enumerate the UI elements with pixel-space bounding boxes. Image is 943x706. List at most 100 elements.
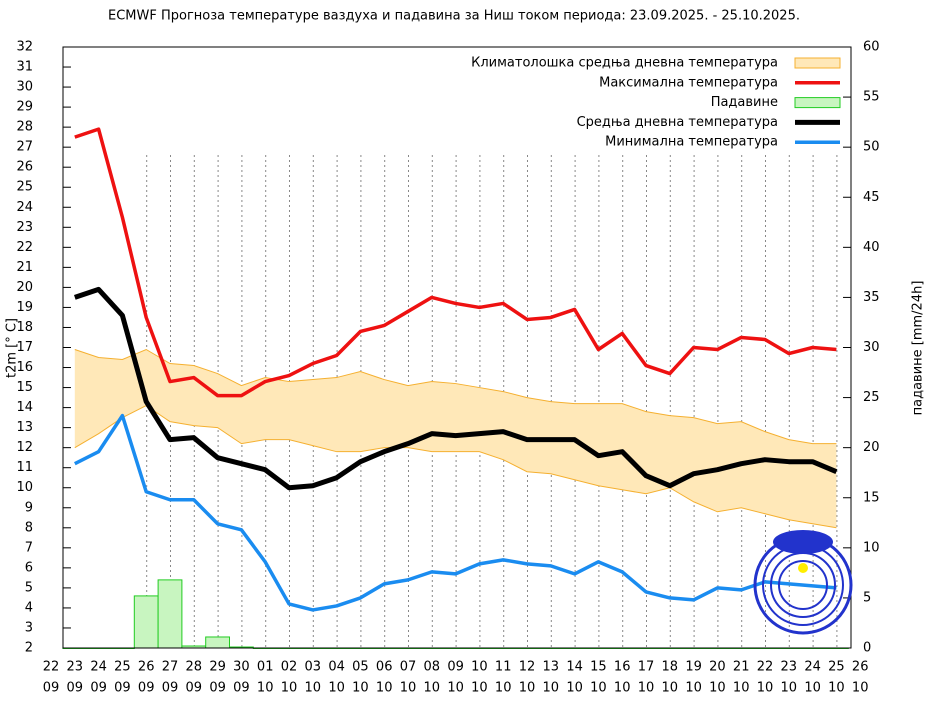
y2-tick-label: 30 xyxy=(863,340,880,355)
x-tick-label: 10 xyxy=(495,681,512,696)
temperature-line xyxy=(74,413,837,612)
logo xyxy=(753,530,853,635)
x-tick-label: 09 xyxy=(114,681,131,696)
x-tick-label: 20 xyxy=(709,660,726,675)
x-tick-label: 21 xyxy=(733,660,750,675)
x-tick-label: 10 xyxy=(376,681,393,696)
legend-label: Падавине xyxy=(711,95,778,110)
y-tick-label: 14 xyxy=(16,400,33,415)
y-tick-label: 15 xyxy=(16,380,33,395)
legend-label: Климатолошка средња дневна температура xyxy=(471,56,778,71)
y-tick-label: 29 xyxy=(16,100,33,115)
x-tick-label: 09 xyxy=(138,681,155,696)
x-tick-label: 19 xyxy=(685,660,702,675)
x-tick-label: 10 xyxy=(281,681,298,696)
x-tick-label: 09 xyxy=(186,681,203,696)
x-tick-label: 09 xyxy=(209,681,226,696)
y-tick-label: 10 xyxy=(16,480,33,495)
x-tick-label: 08 xyxy=(424,660,441,675)
y-tick-label: 25 xyxy=(16,180,33,195)
y-tick-label: 9 xyxy=(25,500,33,515)
x-tick-label: 17 xyxy=(638,660,655,675)
x-tick-label: 10 xyxy=(781,681,798,696)
precipitation-bar xyxy=(205,636,230,649)
x-tick-label: 10 xyxy=(257,681,274,696)
x-tick-label: 10 xyxy=(590,681,607,696)
x-tick-label: 09 xyxy=(43,681,60,696)
x-tick-label: 15 xyxy=(590,660,607,675)
y-tick-label: 5 xyxy=(25,580,33,595)
y-tick-label: 28 xyxy=(16,120,33,135)
x-tick-label: 10 xyxy=(471,660,488,675)
y-tick-label: 2 xyxy=(25,641,33,656)
climate-band-upper xyxy=(74,348,837,445)
plot-area xyxy=(62,46,852,649)
x-tick-label: 05 xyxy=(352,660,369,675)
y2-tick-label: 40 xyxy=(863,240,880,255)
precipitation-bar xyxy=(133,595,159,649)
x-tick-label: 23 xyxy=(781,660,798,675)
y-tick-label: 7 xyxy=(25,540,33,555)
y-axis-label: t2m [° C] xyxy=(5,318,20,378)
y-tick-label: 4 xyxy=(25,600,33,615)
x-tick-label: 24 xyxy=(804,660,821,675)
y-tick-label: 31 xyxy=(16,60,33,75)
temperature-line xyxy=(74,127,837,398)
y-tick-label: 18 xyxy=(16,320,33,335)
x-tick-label: 10 xyxy=(543,681,560,696)
y2-axis-label: падавине [mm/24h] xyxy=(911,281,926,416)
plot-frame xyxy=(62,46,852,649)
x-tick-label: 14 xyxy=(566,660,583,675)
y-tick-label: 11 xyxy=(16,460,33,475)
y2-tick-label: 45 xyxy=(863,190,880,205)
x-tick-label: 10 xyxy=(614,681,631,696)
legend-swatch xyxy=(794,97,841,109)
x-tick-label: 10 xyxy=(852,681,869,696)
x-tick-label: 10 xyxy=(828,681,845,696)
y-tick-label: 32 xyxy=(16,40,33,55)
y-tick-label: 22 xyxy=(16,240,33,255)
x-tick-label: 10 xyxy=(757,681,774,696)
y2-tick-label: 5 xyxy=(863,590,871,605)
y-tick-label: 23 xyxy=(16,220,33,235)
climate-band-lower xyxy=(74,405,837,529)
x-tick-label: 07 xyxy=(400,660,417,675)
y2-tick-label: 55 xyxy=(863,90,880,105)
x-tick-label: 03 xyxy=(305,660,322,675)
y-tick-label: 27 xyxy=(16,140,33,155)
x-tick-label: 26 xyxy=(852,660,869,675)
x-tick-label: 09 xyxy=(447,660,464,675)
y-tick-label: 3 xyxy=(25,620,33,635)
y-tick-label: 12 xyxy=(16,440,33,455)
x-tick-label: 28 xyxy=(186,660,203,675)
y-tick-label: 26 xyxy=(16,160,33,175)
x-tick-label: 25 xyxy=(828,660,845,675)
y2-tick-label: 25 xyxy=(863,390,880,405)
x-tick-label: 10 xyxy=(804,681,821,696)
y2-tick-label: 35 xyxy=(863,290,880,305)
y2-tick-label: 50 xyxy=(863,140,880,155)
x-tick-label: 10 xyxy=(400,681,417,696)
x-tick-label: 22 xyxy=(757,660,774,675)
y2-tick-label: 0 xyxy=(863,641,871,656)
x-tick-label: 10 xyxy=(709,681,726,696)
x-tick-label: 30 xyxy=(233,660,250,675)
x-tick-label: 10 xyxy=(685,681,702,696)
y-tick-label: 13 xyxy=(16,420,33,435)
y-tick-label: 17 xyxy=(16,340,33,355)
x-tick-label: 10 xyxy=(424,681,441,696)
precipitation-bar xyxy=(157,579,183,649)
x-tick-label: 13 xyxy=(543,660,560,675)
x-tick-label: 06 xyxy=(376,660,393,675)
x-tick-label: 10 xyxy=(733,681,750,696)
legend-label: Минимална температура xyxy=(605,135,778,150)
x-tick-label: 09 xyxy=(162,681,179,696)
x-tick-label: 04 xyxy=(328,660,345,675)
x-tick-label: 26 xyxy=(138,660,155,675)
x-tick-label: 09 xyxy=(67,681,84,696)
x-tick-label: 22 xyxy=(43,660,60,675)
x-tick-label: 10 xyxy=(519,681,536,696)
x-tick-label: 10 xyxy=(471,681,488,696)
y2-tick-label: 60 xyxy=(863,40,880,55)
y-tick-label: 21 xyxy=(16,260,33,275)
